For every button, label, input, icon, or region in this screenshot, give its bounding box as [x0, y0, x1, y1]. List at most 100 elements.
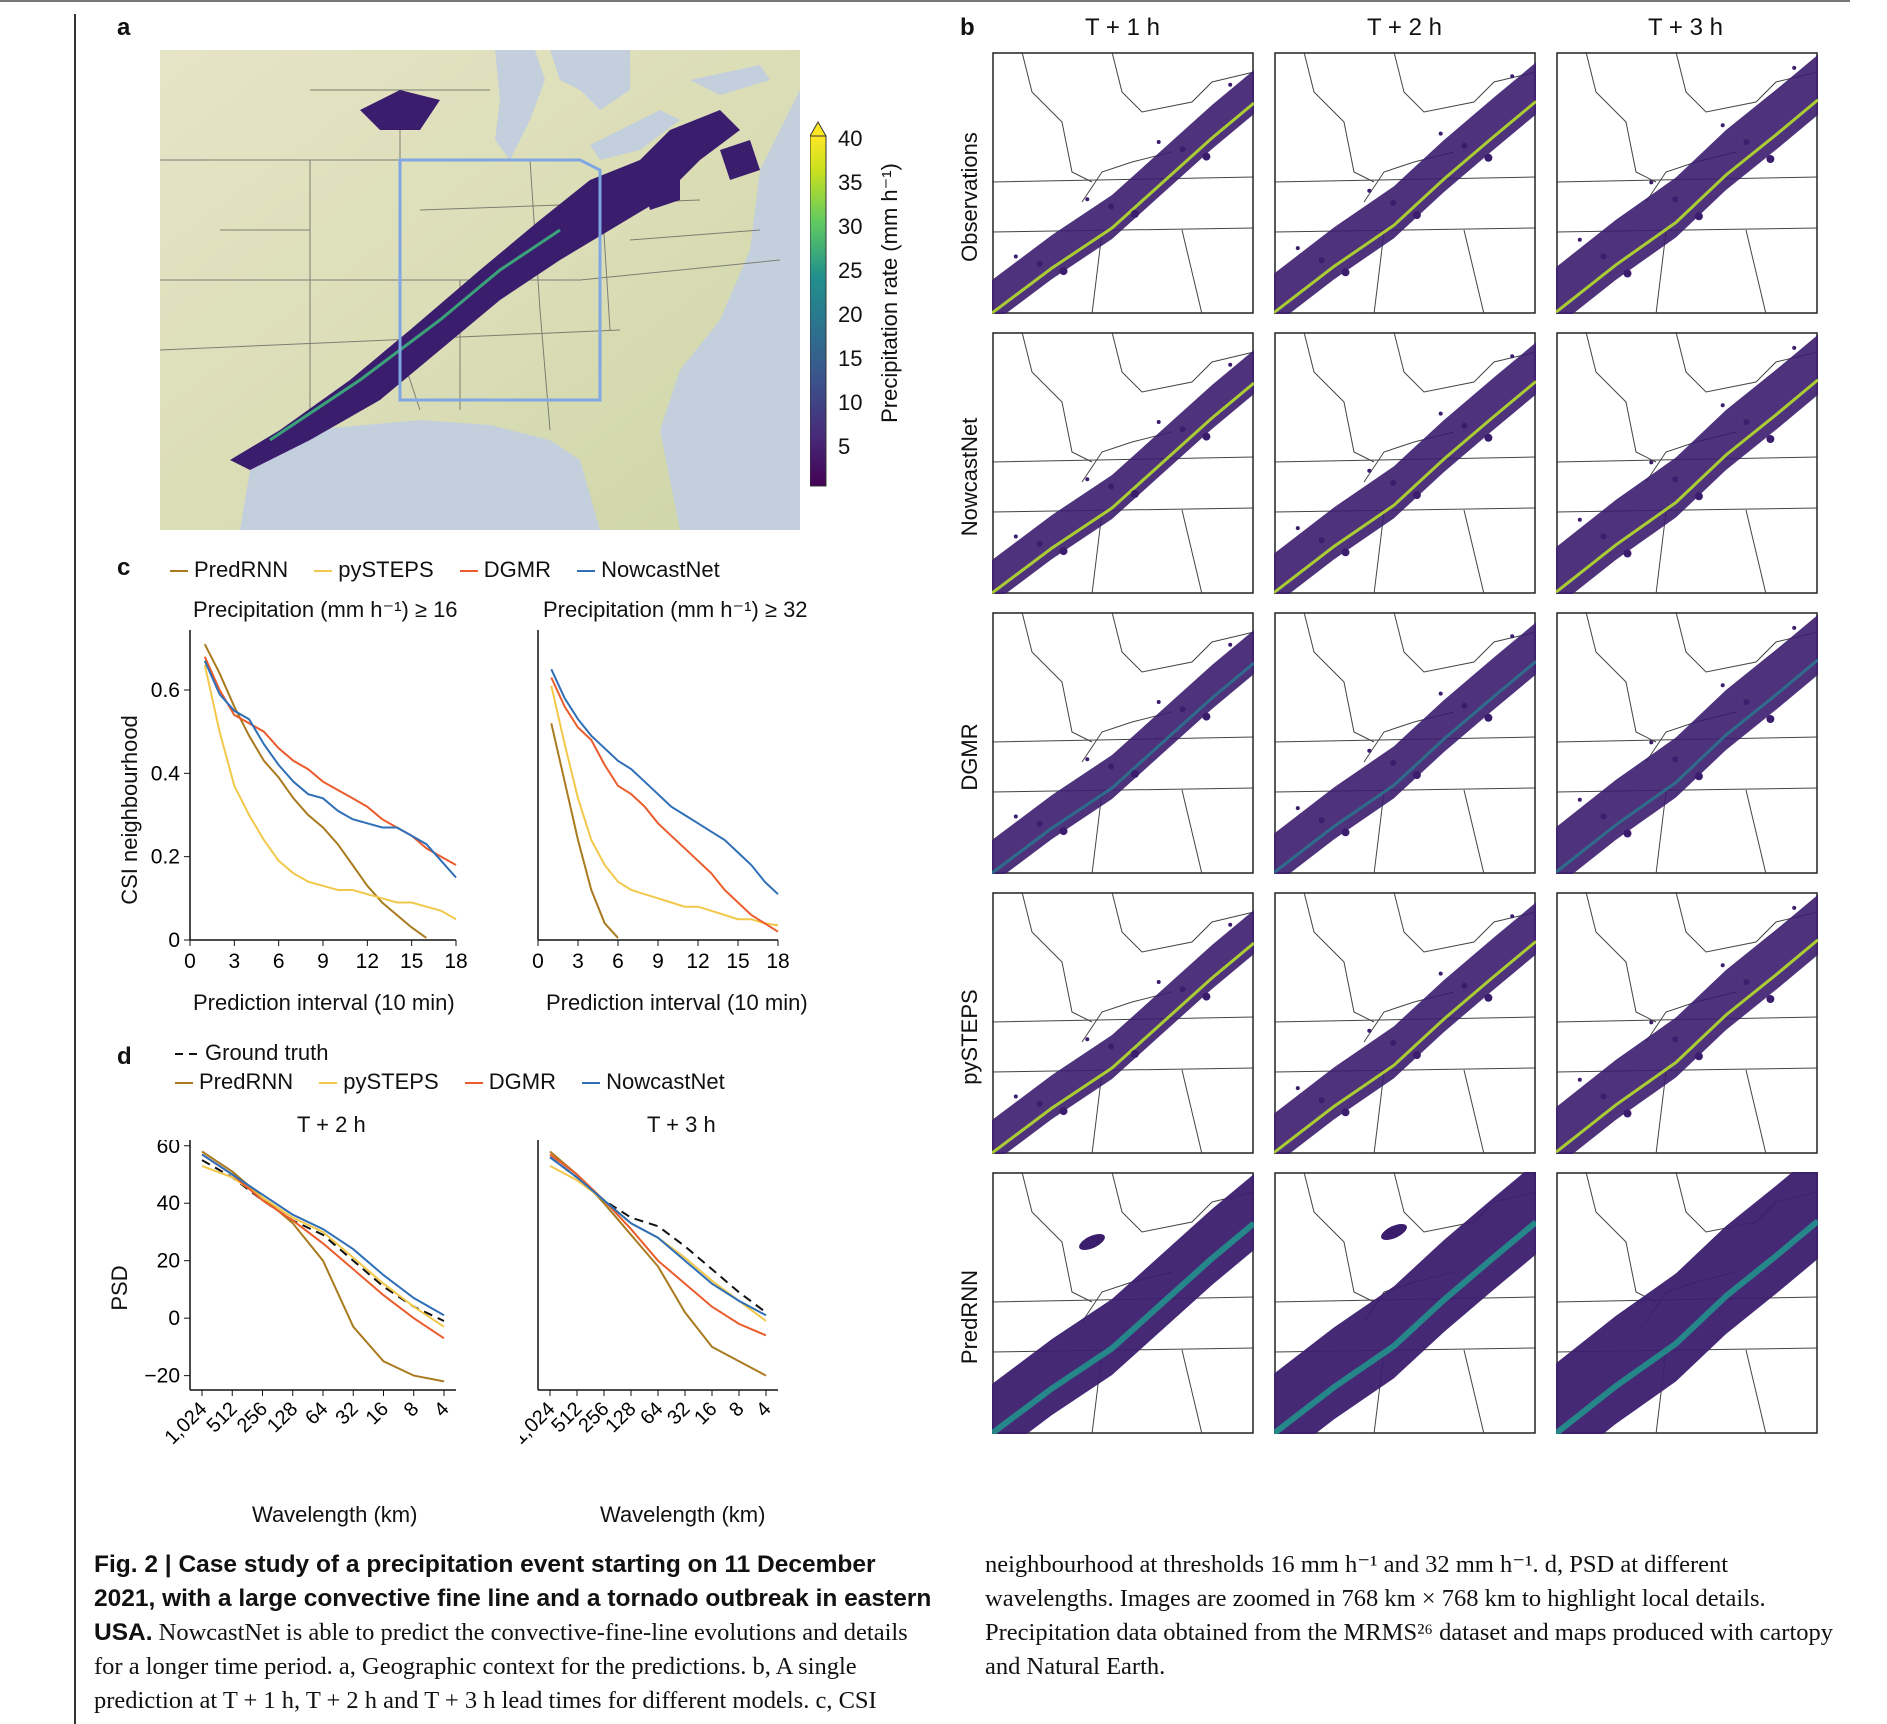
map-tile-predrnn-t1 — [992, 1172, 1254, 1434]
map-tile-pysteps-t3 — [1556, 892, 1818, 1154]
cb-tick: 30 — [838, 214, 863, 239]
caption-left-text: NowcastNet is able to predict the convec… — [94, 1619, 908, 1714]
x-tick-label: 16 — [690, 1398, 721, 1429]
x-tick-label: 4 — [752, 1398, 775, 1421]
row-label-dgmr: DGMR — [957, 723, 982, 791]
map-tile-observations-t1 — [992, 52, 1254, 314]
x-tick-label: 4 — [430, 1398, 453, 1421]
colorbar — [810, 120, 827, 487]
y-tick-label: 0 — [168, 929, 180, 952]
chart-title-c2: Precipitation (mm h⁻¹) ≥ 32 — [543, 597, 808, 622]
series-line-predrnn — [201, 1150, 445, 1383]
chart-title-d2: T + 3 h — [647, 1112, 716, 1137]
x-tick-label: 128 — [601, 1398, 640, 1437]
cb-tick: 15 — [838, 346, 863, 371]
map-tile-nowcastnet-t3 — [1556, 332, 1818, 594]
series-line-dgmr — [549, 1153, 767, 1337]
cb-tick: 35 — [838, 170, 863, 195]
legend-item: PredRNN — [170, 557, 288, 582]
series-line-pysteps — [203, 664, 457, 921]
legend-label: pySTEPS — [338, 557, 434, 582]
map-tile-pysteps-t1 — [992, 892, 1254, 1154]
map-tile-dgmr-t3 — [1556, 612, 1818, 874]
panel-label-c: c — [117, 554, 131, 581]
series-line-dgmr — [550, 677, 779, 933]
map-tile-predrnn-t3 — [1556, 1172, 1818, 1434]
legend-item: NowcastNet — [582, 1069, 725, 1094]
convective-line — [269, 228, 561, 442]
map-tile-nowcastnet-t2 — [1274, 332, 1536, 594]
series-line-pysteps — [201, 1164, 445, 1328]
x-tick-label: 32 — [331, 1398, 362, 1429]
xlabel-d1: Wavelength (km) — [252, 1502, 418, 1527]
legend-label: Ground truth — [205, 1040, 329, 1065]
col-title-t1: T + 1 h — [1085, 14, 1160, 41]
col-title-t3: T + 3 h — [1648, 14, 1723, 41]
panel-label-a: a — [117, 14, 131, 41]
legend-c: PredRNN pySTEPS DGMR NowcastNet — [170, 557, 740, 583]
cb-tick: 20 — [838, 302, 863, 327]
x-tick-label: 15 — [400, 950, 423, 973]
gulf-of-mexico — [240, 420, 600, 530]
x-tick-label: 16 — [362, 1398, 393, 1429]
caption-right-text: neighbourhood at thresholds 16 mm h⁻¹ an… — [985, 1551, 1834, 1680]
x-tick-label: 8 — [725, 1398, 748, 1421]
x-tick-label: 64 — [301, 1398, 332, 1429]
series-line-predrnn — [550, 723, 619, 939]
x-tick-label: 3 — [572, 950, 584, 973]
x-tick-label: 18 — [444, 950, 467, 973]
legend-d-gt: Ground truth — [175, 1040, 349, 1066]
row-label-pysteps: pySTEPS — [957, 989, 982, 1085]
zoom-box — [398, 158, 602, 402]
cb-tick: 25 — [838, 258, 863, 283]
legend-label: NowcastNet — [601, 557, 720, 582]
y-tick-label: 40 — [157, 1192, 180, 1215]
series-line-nowcastnet — [549, 1156, 767, 1317]
row-label-observations: Observations — [957, 132, 982, 262]
series-line-predrnn — [203, 643, 427, 939]
series-line-nowcastnet — [203, 660, 457, 879]
lake-huron — [550, 50, 630, 110]
panel-a-map — [160, 50, 800, 530]
lake-erie — [590, 110, 680, 160]
legend-item: NowcastNet — [577, 557, 720, 582]
y-tick-label: 0 — [168, 1307, 180, 1330]
y-tick-label: 0.6 — [151, 679, 180, 702]
x-tick-label: 15 — [726, 950, 749, 973]
legend-item: PredRNN — [175, 1069, 293, 1094]
xlabel-c1: Prediction interval (10 min) — [193, 990, 455, 1015]
legend-d: PredRNN pySTEPS DGMR NowcastNet — [175, 1069, 745, 1095]
x-tick-label: 3 — [228, 950, 240, 973]
col-title-t2: T + 2 h — [1367, 14, 1442, 41]
caption-left: Fig. 2 | Case study of a precipitation e… — [94, 1548, 934, 1718]
legend-item-ground-truth: Ground truth — [175, 1040, 329, 1065]
cb-tick: 40 — [838, 126, 863, 151]
legend-item: DGMR — [459, 557, 551, 582]
legend-item: DGMR — [464, 1069, 556, 1094]
y-tick-label: 0.2 — [151, 846, 180, 869]
caption-right: neighbourhood at thresholds 16 mm h⁻¹ an… — [985, 1548, 1835, 1684]
panel-label-d: d — [117, 1043, 132, 1070]
x-tick-label: 0 — [532, 950, 544, 973]
cb-tick: 10 — [838, 390, 863, 415]
chart-title-d1: T + 2 h — [297, 1112, 366, 1137]
x-tick-label: 128 — [263, 1398, 302, 1437]
y-tick-label: 0.4 — [151, 762, 181, 785]
lake-ontario — [690, 65, 770, 95]
x-tick-label: 12 — [356, 950, 379, 973]
legend-label: PredRNN — [199, 1069, 294, 1094]
atlantic-ocean — [660, 90, 800, 530]
x-tick-label: 12 — [686, 950, 709, 973]
left-margin-rule — [74, 14, 76, 1724]
csi-chart-32: 0 3 6 9 12 15 18 — [532, 630, 790, 973]
series-line-ground-truth — [201, 1159, 445, 1322]
x-tick-label: 9 — [317, 950, 329, 973]
cb-tick: 5 — [838, 434, 851, 459]
x-tick-label: 0 — [184, 950, 196, 973]
map-tile-observations-t3 — [1556, 52, 1818, 314]
colorbar-label: Precipitation rate (mm h⁻¹) — [877, 163, 902, 423]
colorbar-ticks: 40 35 30 25 20 15 10 5 — [838, 126, 878, 496]
series-line-nowcastnet — [550, 668, 779, 895]
series-line-pysteps — [550, 685, 779, 927]
